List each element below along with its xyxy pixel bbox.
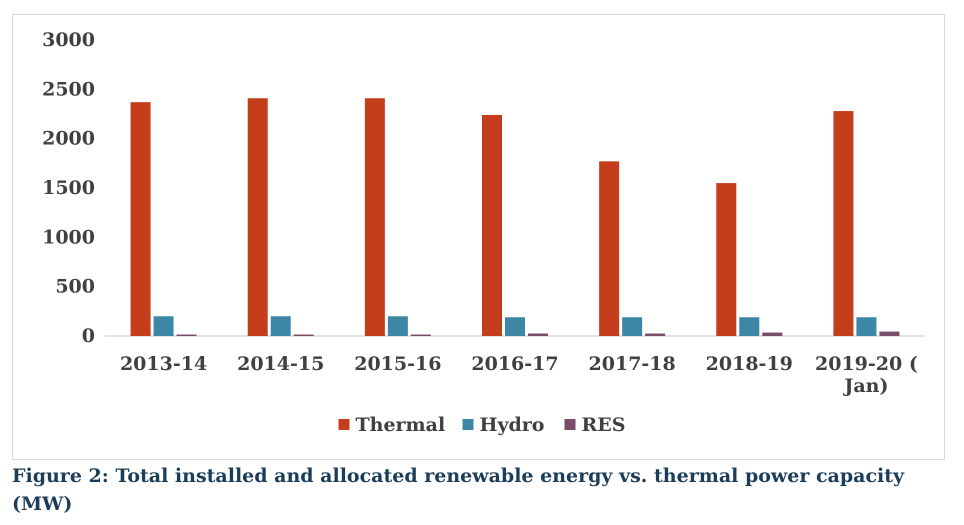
- y-tick-label: 500: [55, 276, 95, 298]
- legend-swatch-thermal: [338, 419, 350, 430]
- bar-hydro-2: [387, 316, 408, 336]
- x-tick-label: 2019-20 (Jan): [815, 353, 918, 397]
- bar-hydro-1: [270, 316, 291, 336]
- bar-thermal-3: [482, 114, 502, 336]
- bar-res-3: [528, 333, 548, 336]
- bar-thermal-5: [716, 183, 737, 336]
- bar-res-1: [293, 334, 314, 336]
- chart-frame: 0 500 1000 1500 2000 2500 3000 2013-14 2014-15 20…: [12, 14, 945, 460]
- x-tick-label: 2018-19: [706, 353, 793, 375]
- bar-hydro-3: [505, 317, 525, 336]
- y-tick-label: 1500: [42, 177, 95, 199]
- bar-res-4: [645, 333, 666, 336]
- y-tick-label: 1000: [42, 226, 95, 248]
- x-tick-label: 2014-15: [237, 353, 324, 375]
- bar-thermal-6: [833, 111, 854, 336]
- bar-hydro-6: [856, 317, 877, 336]
- bar-hydro-4: [622, 317, 643, 336]
- x-tick-label: 2016-17: [471, 353, 558, 375]
- y-tick-label: 3000: [42, 29, 95, 51]
- bar-res-6: [879, 331, 900, 336]
- bar-thermal-1: [247, 98, 268, 336]
- bar-res-5: [762, 332, 783, 336]
- y-tick-label: 0: [82, 325, 95, 347]
- x-tick-label: 2017-18: [589, 353, 676, 375]
- bar-res-2: [410, 334, 431, 336]
- x-tick-label: 2013-14: [120, 353, 207, 375]
- bar-res-0: [176, 334, 197, 336]
- bar-hydro-0: [153, 316, 174, 336]
- y-tick-label: 2500: [42, 78, 95, 100]
- bar-hydro-5: [739, 317, 760, 336]
- x-tick-label: 2015-16: [354, 353, 441, 375]
- bar-thermal-2: [364, 98, 385, 336]
- legend-label-thermal: Thermal: [356, 414, 446, 436]
- legend-swatch-hydro: [462, 419, 474, 430]
- y-tick-label: 2000: [42, 128, 95, 150]
- figure-caption: Figure 2: Total installed and allocated …: [12, 465, 905, 515]
- legend-label-hydro: Hydro: [480, 414, 545, 436]
- chart-svg: 0 500 1000 1500 2000 2500 3000 2013-14 2014-15 20…: [42, 29, 925, 436]
- bar-thermal-0: [130, 102, 151, 336]
- legend-swatch-res: [564, 419, 576, 430]
- legend-label-res: RES: [582, 414, 626, 436]
- bar-thermal-4: [599, 161, 620, 336]
